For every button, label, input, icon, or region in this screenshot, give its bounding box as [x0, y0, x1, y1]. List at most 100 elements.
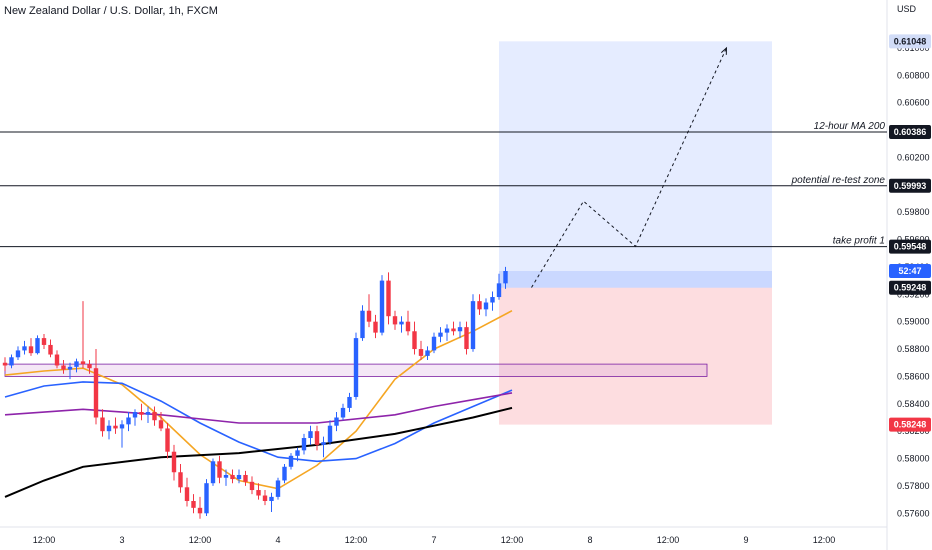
candle-body — [2, 362, 8, 366]
price-tick: 0.58800 — [897, 344, 930, 354]
candle-body — [256, 490, 261, 496]
candle-body — [438, 332, 443, 337]
projection-path[interactable] — [531, 46, 728, 288]
candle-body — [490, 297, 495, 303]
price-badge-text: 52:47 — [898, 266, 921, 276]
candle-body — [412, 331, 417, 350]
time-tick: 3 — [119, 535, 124, 545]
candle-body — [93, 368, 99, 418]
candle-body — [48, 344, 53, 355]
candle-body — [418, 349, 424, 356]
price-badge — [889, 239, 931, 254]
candle-body — [301, 438, 307, 451]
time-tick: 12:00 — [501, 535, 524, 545]
candle-body — [74, 361, 79, 367]
candle-body — [431, 336, 437, 351]
price-badge-text: 0.58248 — [894, 420, 927, 430]
candle-body — [15, 350, 21, 358]
candle-body — [347, 396, 352, 408]
hline-label: 12-hour MA 200 — [814, 121, 886, 132]
time-axis[interactable]: 12:00 3 12:00 4 12:00 7 12:00 8 12:00 9 12:00 — [33, 535, 836, 545]
price-badge-text: 0.59993 — [894, 181, 927, 191]
time-tick: 12:00 — [189, 535, 212, 545]
candle-body — [22, 346, 27, 351]
candle-body — [288, 455, 294, 467]
candle-body — [308, 431, 313, 439]
candle-body — [314, 431, 320, 445]
projection-line[interactable] — [531, 47, 727, 288]
candle-body — [152, 412, 157, 421]
candle-body — [236, 474, 242, 480]
candle-body — [119, 424, 125, 429]
candle-body — [243, 474, 248, 482]
time-tick: 12:00 — [33, 535, 56, 545]
candle-body — [470, 301, 476, 350]
candle-body — [496, 283, 502, 298]
candle-body — [217, 461, 222, 478]
candle-body — [54, 354, 60, 366]
candle-body — [171, 451, 177, 473]
target-zone[interactable] — [499, 41, 772, 288]
currency-label: USD — [897, 4, 917, 14]
candle-body — [392, 316, 398, 325]
candle-body — [113, 425, 118, 429]
candle-body — [100, 417, 105, 432]
projection-arrowhead — [720, 46, 728, 55]
candle-body — [457, 327, 463, 332]
candle-body — [87, 364, 92, 369]
candle-body — [184, 487, 190, 501]
ma-line-3 — [4, 406, 513, 498]
time-tick: 12:00 — [657, 535, 680, 545]
time-tick: 4 — [275, 535, 280, 545]
candle-body — [425, 350, 430, 356]
candle-body — [451, 328, 456, 332]
candle-body — [204, 483, 209, 514]
time-tick: 12:00 — [345, 535, 368, 545]
price-tick: 0.59000 — [897, 317, 930, 327]
candle-body — [269, 496, 274, 501]
candle-body — [9, 357, 14, 366]
time-tick: 7 — [431, 535, 436, 545]
ma-line-1 — [4, 381, 513, 463]
candle-body — [282, 466, 287, 481]
price-tick: 0.58400 — [897, 399, 930, 409]
candle-body — [223, 474, 229, 478]
candle-body — [262, 495, 268, 501]
price-badge-text: 0.59548 — [894, 242, 927, 252]
candle-body — [483, 302, 489, 310]
price-tick: 0.58000 — [897, 454, 930, 464]
price-tick: 0.57800 — [897, 481, 930, 491]
candle-body — [67, 366, 73, 370]
ma-line-2 — [4, 392, 513, 424]
time-tick: 12:00 — [813, 535, 836, 545]
price-tick: 0.60800 — [897, 70, 930, 80]
candles — [2, 266, 508, 519]
price-badge — [889, 178, 931, 193]
price-tick: 0.59800 — [897, 207, 930, 217]
candle-body — [28, 346, 34, 354]
candle-body — [295, 450, 300, 456]
candle-body — [379, 280, 385, 333]
candle-body — [321, 442, 326, 445]
price-badges: 0.61048 0.60386 0.59993 0.59548 52:47 0.59248… — [889, 34, 931, 432]
price-badge — [889, 34, 931, 49]
candle-body — [503, 271, 508, 284]
price-badge-text: 0.60386 — [894, 127, 927, 137]
candle-body — [366, 310, 372, 322]
price-axis[interactable]: 0.610000.608000.606000.604000.602000.600… — [897, 43, 930, 518]
candle-body — [158, 420, 164, 429]
candle-body — [197, 507, 203, 514]
candle-body — [353, 338, 359, 397]
candle-body — [249, 481, 255, 491]
candle-body — [145, 412, 151, 415]
chart-title: New Zealand Dollar / U.S. Dollar, 1h, FX… — [4, 5, 218, 17]
price-badge — [889, 264, 931, 279]
price-tick: 0.57600 — [897, 508, 930, 518]
hline-label: potential re-test zone — [791, 175, 886, 186]
stop-zone[interactable] — [499, 287, 772, 425]
candle-body — [41, 338, 47, 345]
hline-label: take profit 1 — [833, 236, 885, 247]
price-badge — [889, 280, 931, 295]
horizontal-lines[interactable]: 12-hour MA 200 potential re-test zone take… — [0, 121, 887, 248]
